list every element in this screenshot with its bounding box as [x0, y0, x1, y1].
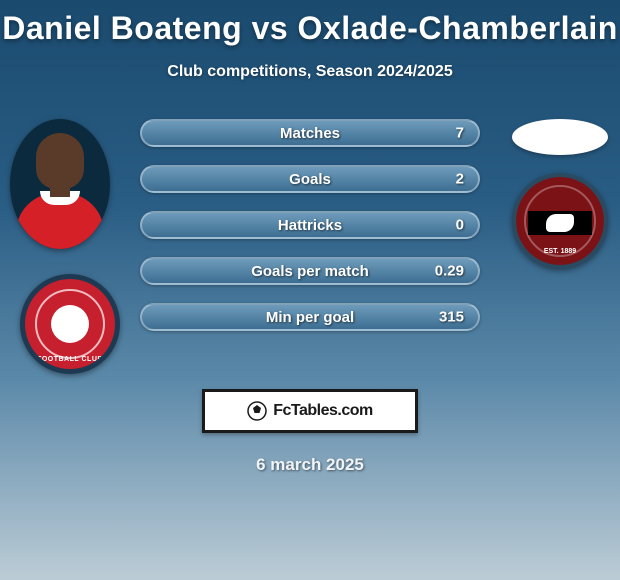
badge-inner-circle — [51, 305, 89, 343]
page-subtitle: Club competitions, Season 2024/2025 — [0, 63, 620, 81]
club-badge-right: EST. 1889 — [512, 173, 608, 269]
player-right-placeholder — [512, 119, 608, 155]
stat-label: Goals per match — [251, 263, 369, 280]
stat-label: Matches — [280, 125, 340, 142]
footer-date: 6 march 2025 — [0, 455, 620, 475]
badge-left-text: FOOTBALL CLUB — [25, 356, 115, 363]
stat-label: Hattricks — [278, 217, 342, 234]
page-title: Daniel Boateng vs Oxlade-Chamberlain — [0, 0, 620, 47]
stat-bar: Matches 7 — [140, 119, 480, 147]
player-left-photo — [10, 119, 110, 249]
source-badge: FcTables.com — [202, 389, 418, 433]
stat-value: 0.29 — [435, 263, 464, 280]
club-badge-left: FOOTBALL CLUB — [20, 274, 120, 374]
face-shape — [36, 133, 84, 189]
stat-bars: Matches 7 Goals 2 Hattricks 0 Goals per … — [140, 119, 480, 349]
stat-bar: Hattricks 0 — [140, 211, 480, 239]
source-brand-text: FcTables.com — [273, 402, 373, 420]
stat-value: 2 — [456, 171, 464, 188]
stat-bar: Goals per match 0.29 — [140, 257, 480, 285]
stat-bar: Min per goal 315 — [140, 303, 480, 331]
badge-right-est: EST. 1889 — [516, 248, 604, 255]
stat-label: Goals — [289, 171, 331, 188]
comparison-panel: FOOTBALL CLUB EST. 1889 Matches 7 Goals … — [0, 119, 620, 379]
badge-right-strip — [528, 211, 592, 235]
stat-value: 7 — [456, 125, 464, 142]
stat-label: Min per goal — [266, 309, 354, 326]
soccer-ball-icon — [247, 401, 267, 421]
stat-bar: Goals 2 — [140, 165, 480, 193]
stat-value: 315 — [439, 309, 464, 326]
stat-value: 0 — [456, 217, 464, 234]
